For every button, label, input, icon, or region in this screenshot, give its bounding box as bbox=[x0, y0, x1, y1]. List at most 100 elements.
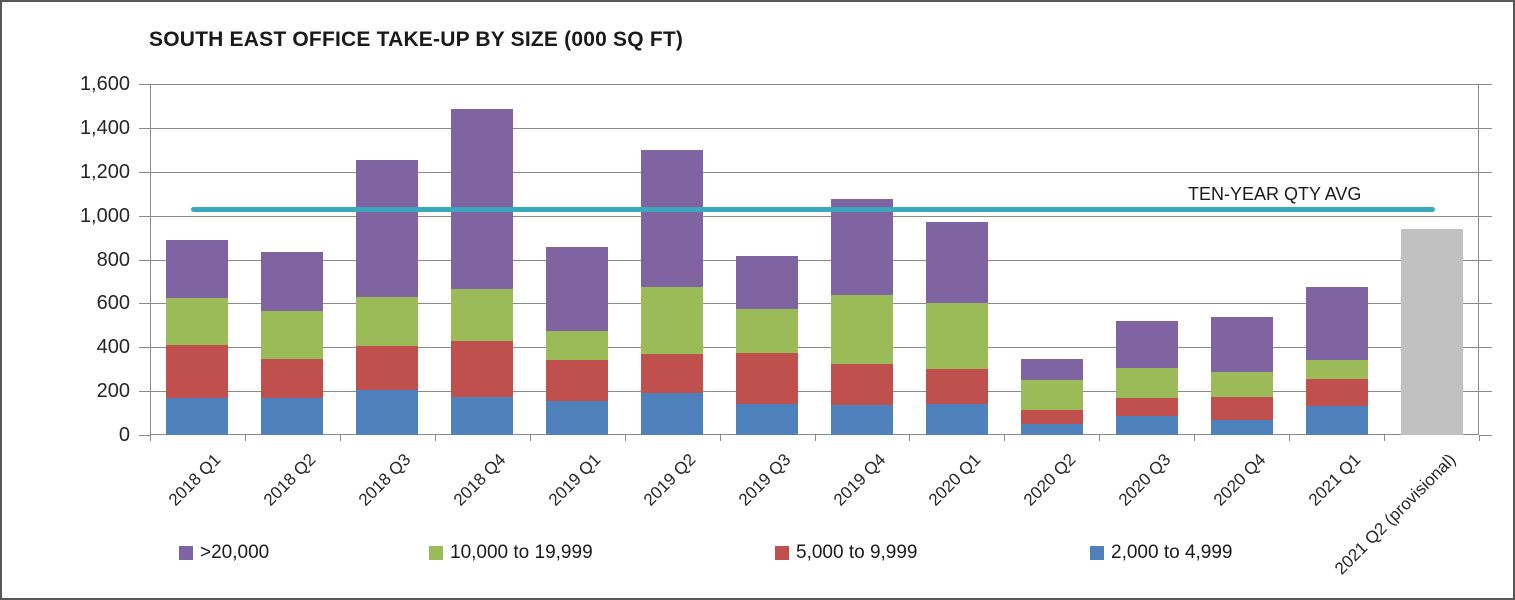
bar-segment bbox=[546, 400, 609, 435]
ten-year-avg-label: TEN-YEAR QTY AVG bbox=[1188, 184, 1362, 204]
gridline bbox=[150, 391, 1479, 393]
y-axis-tick bbox=[1479, 127, 1492, 129]
gridline bbox=[150, 171, 1479, 173]
bar-segment bbox=[261, 397, 324, 435]
x-axis-tick bbox=[244, 435, 246, 441]
y-axis-label: 800 bbox=[96, 248, 130, 271]
bar-segment bbox=[261, 251, 324, 312]
legend-swatch-icon bbox=[429, 546, 443, 560]
bar-segment bbox=[830, 294, 893, 364]
y-axis-tick bbox=[139, 171, 150, 173]
ten-year-avg-line bbox=[191, 206, 1435, 212]
legend-label: 5,000 to 9,999 bbox=[796, 542, 918, 563]
y-axis-tick bbox=[1479, 259, 1492, 261]
legend-swatch-icon bbox=[1090, 546, 1104, 560]
bar-segment bbox=[1210, 396, 1273, 420]
bar-segment bbox=[166, 397, 229, 435]
legend-swatch-icon bbox=[179, 546, 193, 560]
bar-segment bbox=[736, 256, 799, 309]
bar-segment bbox=[546, 330, 609, 361]
x-axis-tick bbox=[150, 435, 151, 441]
bar-segment bbox=[641, 393, 704, 435]
legend-item: >20,000 bbox=[179, 542, 269, 564]
bar-segment bbox=[1210, 316, 1273, 373]
legend-swatch-icon bbox=[775, 546, 789, 560]
bar-segment bbox=[546, 360, 609, 401]
bar-segment bbox=[356, 159, 419, 297]
y-axis-label: 600 bbox=[96, 292, 130, 315]
bar-segment bbox=[641, 286, 704, 354]
bar-segment bbox=[166, 239, 229, 298]
y-axis-tick bbox=[1479, 391, 1492, 393]
bar-segment bbox=[166, 297, 229, 346]
bar-segment bbox=[1210, 419, 1273, 435]
x-axis-tick bbox=[909, 435, 911, 441]
bar-segment bbox=[1115, 320, 1178, 369]
x-axis-tick bbox=[1384, 435, 1386, 441]
y-axis-tick bbox=[139, 127, 150, 129]
legend-item: 2,000 to 4,999 bbox=[1090, 542, 1233, 564]
y-axis-tick bbox=[139, 435, 150, 436]
bar-segment bbox=[1115, 368, 1178, 398]
y-axis-label: 200 bbox=[96, 380, 130, 403]
bar-segment bbox=[1020, 409, 1083, 425]
bar-segment bbox=[451, 340, 514, 397]
y-axis-tick bbox=[139, 391, 150, 393]
x-axis-label: 2021 Q2 (provisional) bbox=[1330, 450, 1459, 579]
y-axis-label: 1,600 bbox=[79, 73, 130, 95]
y-axis-tick bbox=[1479, 84, 1492, 85]
x-axis-tick bbox=[1099, 435, 1101, 441]
y-axis-tick bbox=[139, 303, 150, 305]
y-axis-tick bbox=[1479, 303, 1492, 305]
x-axis-tick bbox=[719, 435, 721, 441]
y-axis-tick bbox=[1479, 171, 1492, 173]
legend-item: 5,000 to 9,999 bbox=[775, 542, 918, 564]
y-axis-tick bbox=[139, 215, 150, 217]
bar-segment bbox=[830, 199, 893, 295]
gridline bbox=[150, 303, 1479, 305]
y-axis-tick bbox=[139, 84, 150, 85]
y-axis-label: 0 bbox=[118, 424, 130, 446]
bar-segment bbox=[925, 303, 988, 370]
bar-segment bbox=[736, 352, 799, 405]
bar-segment bbox=[1115, 416, 1178, 435]
bar-segment bbox=[1020, 359, 1083, 381]
x-axis-tick bbox=[814, 435, 816, 441]
y-axis-label: 1,000 bbox=[79, 204, 130, 227]
bar-segment bbox=[356, 390, 419, 435]
bar-segment bbox=[451, 396, 514, 435]
bar-segment bbox=[925, 369, 988, 405]
bar-segment bbox=[641, 353, 704, 394]
y-axis-tick bbox=[1479, 435, 1492, 436]
bar-segment bbox=[830, 363, 893, 406]
bar-segment bbox=[166, 345, 229, 398]
x-axis-tick bbox=[1289, 435, 1291, 441]
bar-segment bbox=[1305, 379, 1368, 407]
bar-segment bbox=[1305, 406, 1368, 435]
x-axis-tick bbox=[1479, 435, 1480, 441]
bar-segment bbox=[261, 311, 324, 360]
bar-segment bbox=[736, 404, 799, 435]
bar-segment bbox=[641, 149, 704, 287]
y-axis-label: 1,200 bbox=[79, 160, 130, 183]
y-axis-tick bbox=[139, 259, 150, 261]
x-axis-tick bbox=[1194, 435, 1196, 441]
y-axis-tick bbox=[1479, 215, 1492, 217]
gridline bbox=[150, 259, 1479, 261]
bar-segment bbox=[830, 405, 893, 435]
y-axis-tick bbox=[139, 347, 150, 349]
legend-label: 2,000 to 4,999 bbox=[1111, 542, 1233, 563]
x-axis-tick bbox=[434, 435, 436, 441]
bar-segment bbox=[1020, 380, 1083, 410]
y-axis-label: 400 bbox=[96, 336, 130, 359]
gridline bbox=[150, 347, 1479, 349]
bar-segment bbox=[736, 308, 799, 353]
legend-item: 10,000 to 19,999 bbox=[429, 542, 593, 564]
y-axis-label: 1,400 bbox=[79, 116, 130, 139]
gridline bbox=[150, 127, 1479, 129]
bar-segment bbox=[1020, 424, 1083, 435]
x-axis-tick bbox=[529, 435, 531, 441]
bar-segment bbox=[1115, 397, 1178, 417]
bar-segment bbox=[356, 296, 419, 347]
chart-title: SOUTH EAST OFFICE TAKE-UP BY SIZE (000 S… bbox=[149, 28, 684, 51]
